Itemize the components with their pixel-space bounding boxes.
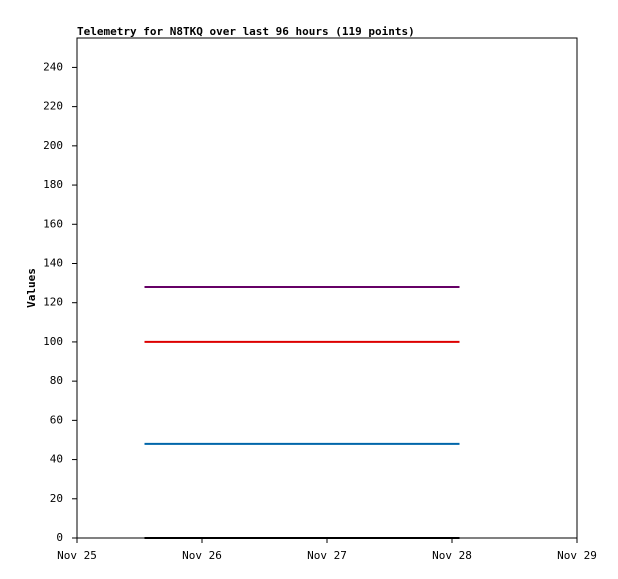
- y-tick-label: 20: [50, 492, 63, 505]
- y-tick-label: 220: [43, 100, 63, 113]
- x-tick-label: Nov 25: [57, 549, 97, 562]
- x-tick-label: Nov 27: [307, 549, 347, 562]
- x-tick-label: Nov 28: [432, 549, 472, 562]
- y-tick-label: 0: [56, 531, 63, 544]
- y-tick-label: 100: [43, 335, 63, 348]
- y-tick-label: 200: [43, 139, 63, 152]
- chart-title: Telemetry for N8TKQ over last 96 hours (…: [77, 25, 415, 38]
- y-tick-label: 80: [50, 374, 63, 387]
- y-tick-label: 120: [43, 296, 63, 309]
- y-tick-label: 240: [43, 60, 63, 73]
- x-tick-label: Nov 29: [557, 549, 597, 562]
- y-tick-label: 160: [43, 217, 63, 230]
- y-tick-label: 180: [43, 178, 63, 191]
- y-axis-title: Values: [25, 268, 38, 308]
- x-tick-label: Nov 26: [182, 549, 222, 562]
- y-tick-label: 60: [50, 413, 63, 426]
- y-tick-label: 140: [43, 256, 63, 269]
- y-tick-label: 40: [50, 453, 63, 466]
